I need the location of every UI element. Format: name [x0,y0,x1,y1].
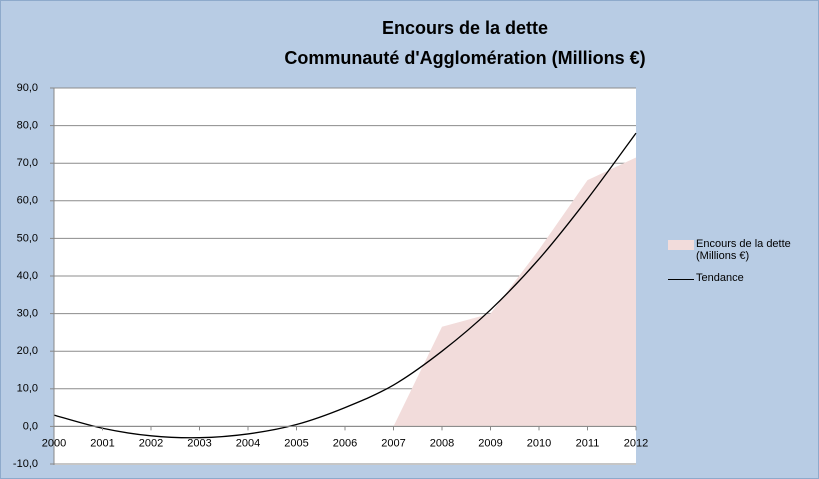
x-tick-label: 2000 [42,437,66,449]
legend: Encours de la dette (Millions €) Tendance [668,238,813,294]
y-tick-label: 50,0 [17,232,38,244]
legend-label: Tendance [696,272,744,284]
y-tick-label: 30,0 [17,308,38,320]
y-tick-label: 10,0 [17,383,38,395]
chart-subtitle: Communauté d'Agglomération (Millions €) [284,48,645,68]
y-tick-label: -10,0 [13,458,38,470]
x-tick-label: 2009 [478,437,502,449]
x-tick-label: 2007 [381,437,405,449]
y-tick-label: 80,0 [17,120,38,132]
legend-label: Encours de la dette (Millions €) [696,238,791,262]
y-tick-label: 20,0 [17,345,38,357]
y-tick-label: 90,0 [17,82,38,94]
x-tick-label: 2005 [284,437,308,449]
x-tick-label: 2010 [527,437,551,449]
y-tick-label: 60,0 [17,195,38,207]
y-tick-label: 40,0 [17,270,38,282]
x-tick-label: 2011 [576,437,600,449]
area [54,157,636,427]
marks [53,132,637,439]
legend-key [668,240,694,250]
x-tick-label: 2003 [187,437,211,449]
chart-title: Encours de la dette [382,18,548,38]
legend-item: Tendance [668,272,813,284]
y-tick-label: 0,0 [23,420,38,432]
x-tick-label: 2006 [333,437,357,449]
x-tick-label: 2001 [90,437,114,449]
legend-item: Encours de la dette (Millions €) [668,238,813,262]
x-tick-label: 2004 [236,437,260,449]
x-tick-label: 2012 [624,437,648,449]
x-tick-label: 2002 [139,437,163,449]
legend-key [668,279,694,280]
trend-line [53,132,637,439]
y-tick-label: 70,0 [17,157,38,169]
x-tick-label: 2008 [430,437,454,449]
